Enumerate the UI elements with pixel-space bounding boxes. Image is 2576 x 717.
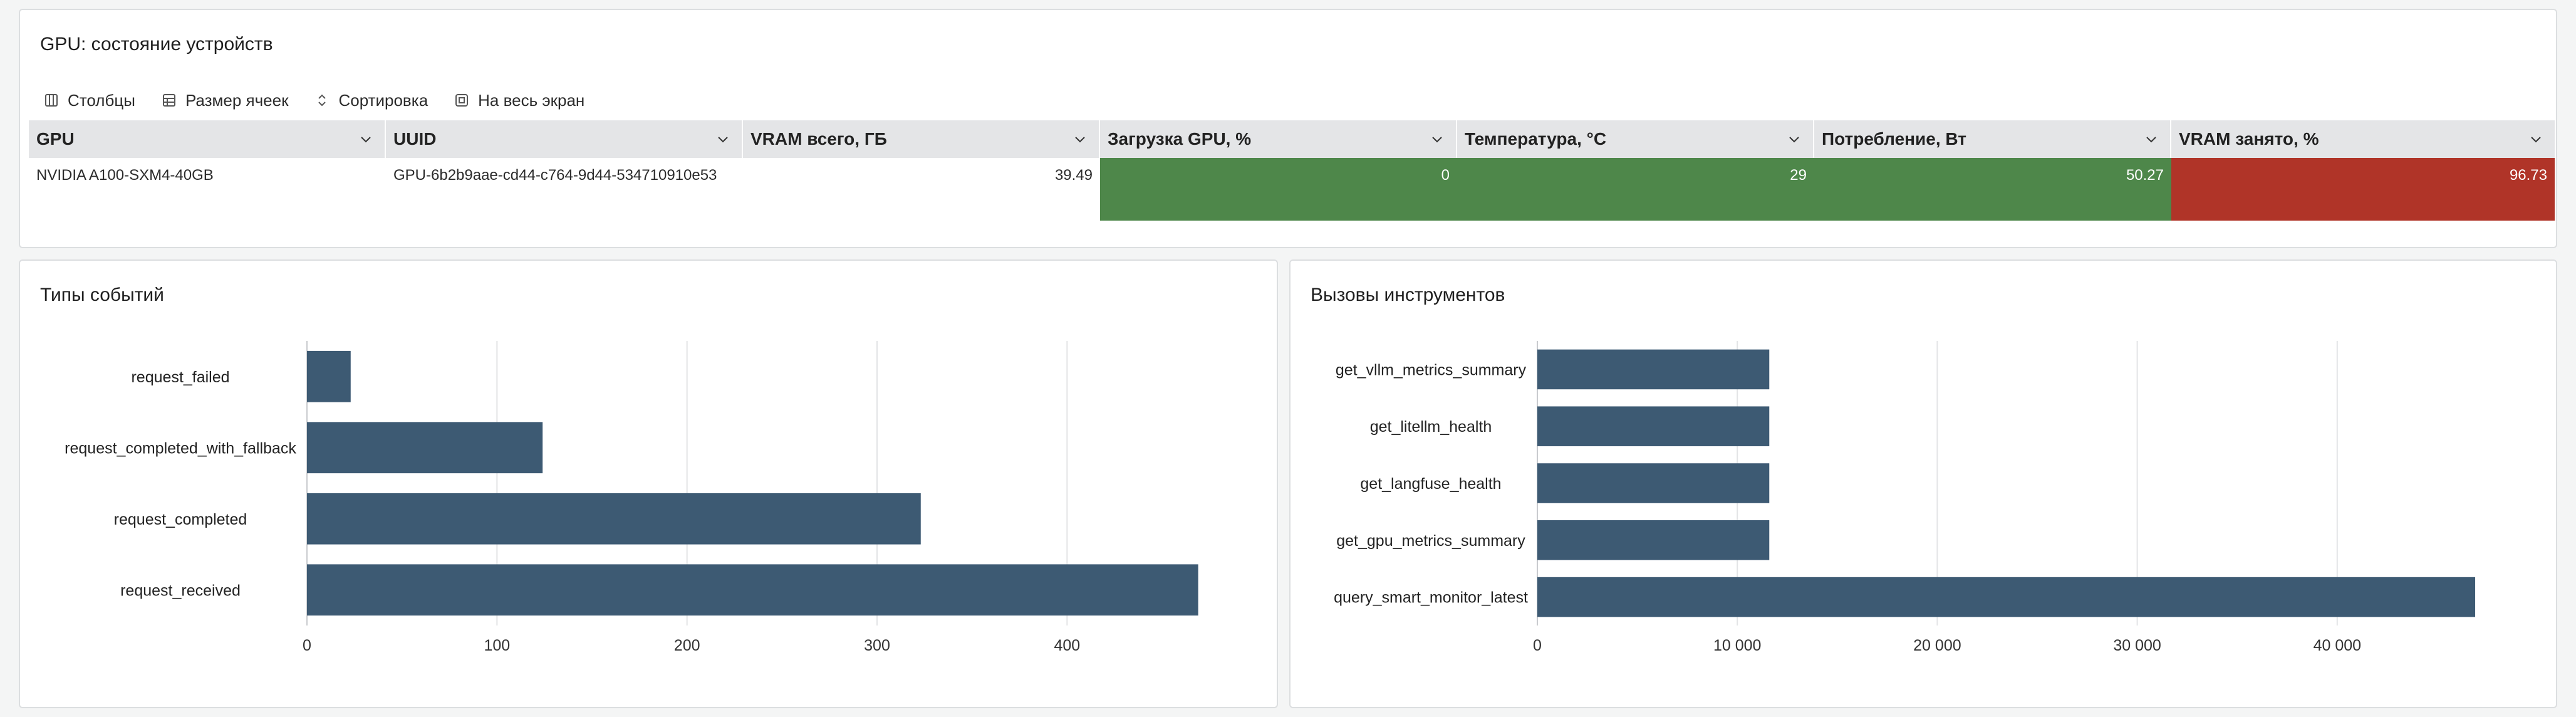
chevron-down-icon[interactable]: [715, 132, 730, 147]
category-label: query_smart_monitor_latest: [1334, 589, 1528, 607]
cell-gpu-load: 0: [1100, 158, 1457, 221]
column-header-gpu[interactable]: GPU: [29, 120, 386, 158]
column-header-label: VRAM занято, %: [2179, 129, 2319, 149]
column-header-label: GPU: [36, 129, 75, 149]
gpu-status-panel: GPU: состояние устройств Столбцы Размер …: [19, 9, 2557, 248]
chevron-down-icon[interactable]: [2144, 132, 2159, 147]
column-header-power[interactable]: Потребление, Вт: [1814, 120, 2171, 158]
cell-uuid: GPU-6b2b9aae-cd44-c764-9d44-534710910e53: [393, 167, 717, 184]
cell-power: 50.27: [1814, 158, 2171, 221]
column-header-label: VRAM всего, ГБ: [750, 129, 887, 149]
bar[interactable]: [307, 350, 351, 402]
chevron-down-icon[interactable]: [358, 132, 373, 147]
x-tick-label: 40 000: [2314, 637, 2361, 654]
bar[interactable]: [1537, 406, 1770, 446]
category-label: request_completed: [114, 511, 247, 528]
cell-size-button[interactable]: Размер ячеек: [162, 90, 289, 110]
columns-label: Столбцы: [68, 90, 135, 110]
event-types-chart: 0 100 200 300 400 request_failed request_compl…: [65, 341, 1198, 654]
column-header-vram-total[interactable]: VRAM всего, ГБ: [743, 120, 1100, 158]
category-label: request_completed_with_fallback: [65, 439, 296, 457]
x-tick-label: 0: [1533, 637, 1542, 654]
x-tick-label: 200: [674, 637, 700, 654]
cell-gpu: NVIDIA A100-SXM4-40GB: [36, 167, 214, 184]
chevron-down-icon[interactable]: [1072, 132, 1088, 147]
panel-title: GPU: состояние устройств: [40, 34, 273, 55]
cell-vram-total: 39.49: [1054, 167, 1093, 184]
category-label: get_langfuse_health: [1360, 475, 1501, 493]
bar[interactable]: [307, 422, 543, 474]
x-tick-label: 10 000: [1713, 637, 1761, 654]
fullscreen-label: На весь экран: [478, 90, 585, 110]
panel-title: Вызовы инструментов: [1311, 285, 1505, 305]
fullscreen-icon: [455, 94, 469, 107]
column-header-label: Потребление, Вт: [1822, 129, 1966, 149]
x-tick-label: 300: [864, 637, 890, 654]
column-header-gpu-load[interactable]: Загрузка GPU, %: [1100, 120, 1457, 158]
fullscreen-button[interactable]: На весь экран: [454, 91, 584, 110]
tool-calls-panel: Вызовы инструментов 0 10 000 20 000 30 000 4…: [1289, 259, 2557, 708]
bar[interactable]: [1537, 463, 1770, 503]
column-header-vram-used[interactable]: VRAM занято, %: [2171, 120, 2555, 158]
category-label: get_gpu_metrics_summary: [1336, 532, 1525, 550]
bar[interactable]: [1537, 520, 1770, 560]
columns-icon: [45, 94, 58, 107]
sort-icon: [318, 94, 326, 107]
bar[interactable]: [307, 564, 1198, 616]
columns-button[interactable]: Столбцы: [44, 91, 135, 110]
column-header-label: Температура, °C: [1465, 129, 1607, 149]
x-tick-label: 30 000: [2113, 637, 2161, 654]
event-types-panel: Типы событий 0 100 200 300 400 request_failed…: [19, 259, 1278, 708]
category-label: request_received: [120, 582, 241, 599]
bar[interactable]: [1537, 349, 1770, 390]
table-toolbar: Столбцы Размер ячеек Сортировка На весь …: [44, 86, 611, 114]
panel-title: Типы событий: [40, 285, 164, 305]
bar[interactable]: [307, 493, 921, 545]
table-row[interactable]: NVIDIA A100-SXM4-40GB GPU-6b2b9aae-cd44-…: [29, 158, 2555, 221]
category-label: get_litellm_health: [1370, 418, 1492, 436]
tool-calls-chart: 0 10 000 20 000 30 000 40 000 get_vllm_metric…: [1334, 341, 2476, 654]
cell-temperature: 29: [1457, 158, 1814, 221]
table-header: GPU UUID VRAM всего, ГБ Загрузка GPU, % …: [29, 120, 2555, 158]
category-label: get_vllm_metrics_summary: [1336, 361, 1527, 379]
chevron-down-icon[interactable]: [2528, 132, 2543, 147]
category-label: request_failed: [131, 369, 229, 386]
column-header-label: UUID: [393, 129, 437, 149]
x-tick-label: 400: [1054, 637, 1080, 654]
chevron-down-icon[interactable]: [1787, 132, 1802, 147]
bar[interactable]: [1537, 577, 2476, 617]
sort-label: Сортировка: [338, 90, 428, 110]
x-tick-label: 20 000: [1913, 637, 1961, 654]
column-header-temperature[interactable]: Температура, °C: [1457, 120, 1814, 158]
cell-vram-used: 96.73: [2171, 158, 2555, 221]
column-header-label: Загрузка GPU, %: [1108, 129, 1252, 149]
sort-button[interactable]: Сортировка: [314, 91, 428, 110]
column-header-uuid[interactable]: UUID: [386, 120, 743, 158]
gpu-table: GPU UUID VRAM всего, ГБ Загрузка GPU, % …: [29, 120, 2555, 221]
cell-size-label: Размер ячеек: [185, 90, 289, 110]
x-tick-label: 100: [484, 637, 510, 654]
chevron-down-icon[interactable]: [1430, 132, 1445, 147]
table-icon: [162, 94, 175, 107]
x-tick-label: 0: [303, 637, 311, 654]
